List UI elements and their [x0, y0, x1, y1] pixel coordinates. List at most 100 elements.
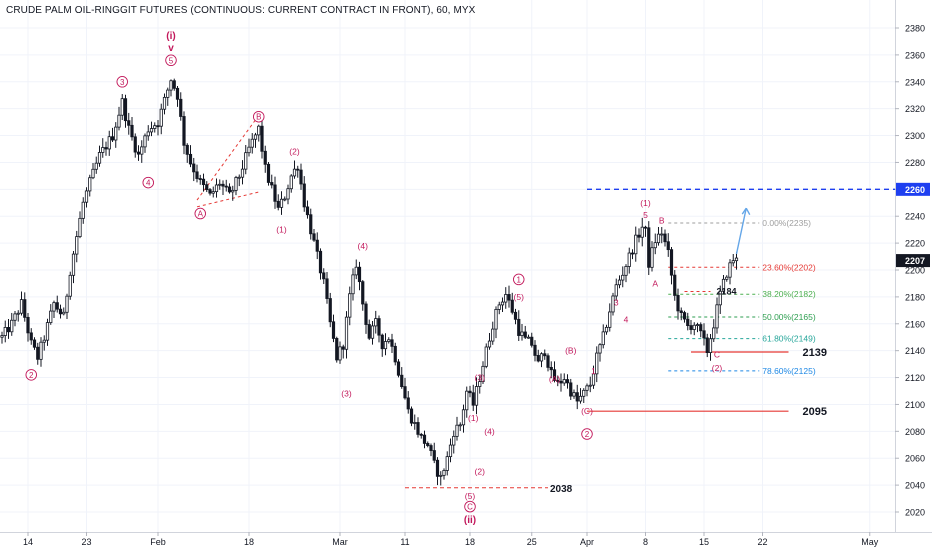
candle-body [556, 380, 560, 382]
candle-body [731, 260, 735, 264]
wave-label-circle [464, 500, 476, 513]
wave-label: C [714, 350, 720, 360]
x-tick-label: May [861, 537, 879, 547]
candle-body [468, 390, 472, 394]
candle-body [374, 318, 378, 327]
candle-body [192, 163, 196, 173]
candle-body [611, 295, 615, 313]
candle-body [19, 299, 24, 314]
wave-label-circle [142, 176, 154, 189]
wave-label: B [256, 113, 261, 122]
candle-body [478, 381, 482, 387]
candle-body [65, 295, 69, 313]
candle-body [10, 319, 14, 333]
candle-body [354, 266, 358, 276]
wave-label: 5 [169, 56, 174, 65]
candle-body [309, 214, 313, 235]
candle-body [474, 386, 479, 406]
candle-body [471, 392, 475, 406]
candle-body [686, 318, 690, 327]
candle-body [676, 295, 680, 312]
level-2184-label: 2184 [717, 287, 737, 297]
candle-body [640, 226, 644, 238]
candle-body [582, 389, 586, 397]
candle-body [328, 298, 332, 323]
candle-body [387, 339, 391, 342]
plot-area [0, 0, 895, 532]
candle-body [546, 355, 550, 368]
candle-body [699, 324, 703, 332]
y-tick-label: 2100 [905, 400, 925, 410]
candle-body [283, 198, 287, 201]
x-tick-label: 25 [527, 537, 537, 547]
candle-body [153, 125, 157, 129]
candle-body [149, 128, 154, 133]
wave-label: (1) [640, 198, 651, 208]
candle-body [377, 318, 381, 336]
wave-label: (3) [341, 389, 352, 399]
support-label: 2139 [803, 347, 827, 359]
y-tick-label: 2320 [905, 104, 925, 114]
candle-body [331, 321, 336, 339]
candle-body [497, 304, 501, 310]
candle-body [302, 183, 306, 208]
candle-body [588, 384, 592, 387]
wave-label: (5) [514, 292, 525, 302]
wave-label: (C) [581, 406, 593, 416]
candle-body [413, 422, 417, 424]
wave-label-circle [165, 54, 177, 67]
x-tick-label: 8 [643, 537, 648, 547]
candle-body [682, 312, 687, 320]
grid [0, 0, 895, 532]
candle-body [484, 346, 488, 367]
candle-body [643, 226, 648, 229]
candle-body [224, 185, 228, 188]
candle-body [104, 147, 108, 150]
fib-label: 23.60%(2202) [762, 262, 816, 272]
candle-body [565, 379, 570, 384]
candle-body [341, 346, 345, 350]
candle-body [614, 284, 618, 297]
candle-body [136, 151, 141, 155]
candle-body [84, 190, 89, 203]
candle-body [231, 189, 235, 193]
support-label: 2095 [803, 406, 827, 418]
candle-body [487, 340, 492, 348]
candle-body [419, 433, 423, 436]
candle-body [185, 144, 189, 155]
wave-label-circle [25, 369, 38, 381]
candle-body [175, 87, 180, 100]
candle-body [734, 257, 739, 262]
wave-label: (1) [276, 225, 287, 235]
last-price-label: 2207 [905, 256, 925, 266]
candle-body [39, 341, 43, 360]
candle-body [344, 316, 349, 350]
candle-body [549, 366, 553, 371]
candle-body [578, 395, 583, 402]
candle-body [634, 234, 638, 255]
y-tick-label: 2360 [905, 50, 925, 60]
candle-body [718, 290, 722, 306]
candle-body [0, 335, 4, 338]
candle-body [455, 424, 459, 437]
candle-body [276, 200, 280, 208]
y-axis[interactable]: 2020 2040 2060 2080 2100 2120 2140 2160 2180 2200… [895, 24, 930, 518]
candle-body [247, 146, 251, 154]
candle-body [422, 434, 427, 444]
candle-body [383, 341, 388, 350]
candle-body [42, 339, 46, 343]
wave-label: (5) [465, 491, 476, 501]
candle-body [133, 136, 137, 153]
x-tick-label: 18 [465, 537, 475, 547]
candle-body [543, 353, 547, 357]
y-tick-label: 2240 [905, 212, 925, 222]
x-axis[interactable]: 14 23 Feb 18 Mar 11 18 25 Apr 8 15 22 May [23, 532, 879, 547]
candle-body [666, 241, 670, 251]
wave-label-circle [116, 76, 128, 88]
wave-label-circle [513, 273, 525, 286]
candle-body [520, 331, 524, 336]
x-tick-label: 11 [400, 537, 409, 547]
candle-body [312, 233, 316, 241]
candle-body [400, 374, 404, 388]
